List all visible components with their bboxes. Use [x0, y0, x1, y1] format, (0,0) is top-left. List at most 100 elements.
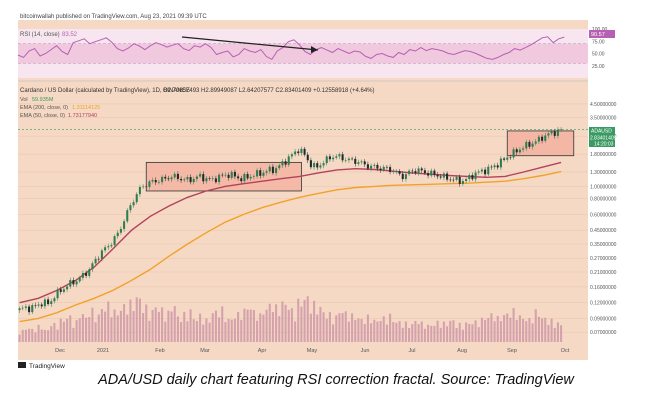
- candle-body: [306, 154, 309, 161]
- candle-body: [382, 166, 385, 170]
- volume-bar: [525, 321, 528, 342]
- volume-bar: [351, 313, 354, 342]
- volume-bar: [151, 310, 154, 342]
- candle-body: [53, 298, 56, 302]
- volume-bar: [148, 320, 151, 342]
- volume-bar: [275, 304, 278, 342]
- arrow-head-icon: [311, 46, 318, 53]
- volume-bar: [246, 309, 249, 342]
- volume-bar: [471, 324, 474, 342]
- candle-body: [480, 169, 483, 172]
- price-tick-label: 0.60000000: [590, 212, 617, 218]
- volume-bar: [107, 301, 110, 342]
- candle-body: [88, 269, 91, 276]
- volume-bar: [335, 315, 338, 342]
- candle-body: [287, 156, 290, 165]
- volume-bar: [50, 326, 53, 342]
- volume-bar: [484, 319, 487, 342]
- candle-body: [376, 164, 379, 169]
- volume-bar: [344, 311, 347, 342]
- volume-bar: [560, 325, 563, 342]
- volume-bar: [550, 318, 553, 342]
- volume-bar: [271, 312, 274, 342]
- candle-body: [119, 228, 122, 233]
- candle-body: [170, 177, 173, 180]
- candle-body: [240, 178, 243, 182]
- candle-body: [176, 173, 179, 179]
- candle-body: [474, 172, 477, 180]
- volume-bar: [24, 329, 27, 342]
- candle-body: [303, 148, 306, 155]
- volume-bar: [224, 322, 227, 342]
- candle-body: [233, 171, 236, 177]
- volume-bar: [357, 318, 360, 342]
- volume-bar: [21, 329, 24, 342]
- volume-bars: [18, 296, 563, 342]
- volume-bar: [126, 314, 129, 342]
- candle-body: [284, 161, 287, 165]
- price-tick-label: 0.27000000: [590, 256, 617, 262]
- candle-body: [449, 179, 452, 181]
- candle-body: [531, 143, 534, 147]
- candle-body: [338, 154, 341, 157]
- volume-bar: [455, 327, 458, 342]
- time-tick-label: Dec: [55, 348, 65, 354]
- candle-body: [161, 176, 164, 183]
- candle-body: [417, 168, 420, 174]
- candle-body: [271, 166, 274, 174]
- volume-bar: [56, 329, 59, 342]
- candle-body: [43, 299, 46, 307]
- price-tick-label: 1.30000000: [590, 170, 617, 176]
- volume-bar: [537, 316, 540, 342]
- vol-value: 59.935M: [32, 97, 54, 103]
- price-tick-label: 0.21000000: [590, 270, 617, 276]
- candle-body: [145, 186, 148, 188]
- candle-body: [126, 210, 129, 222]
- volume-bar: [240, 319, 243, 342]
- candle-body: [455, 176, 458, 180]
- candle-body: [309, 160, 312, 168]
- candle-body: [395, 171, 398, 172]
- candle-body: [446, 173, 449, 180]
- volume-bar: [436, 320, 439, 342]
- volume-bar: [62, 321, 65, 342]
- rsi-tick-label: 75.00: [592, 39, 605, 45]
- volume-bar: [414, 320, 417, 342]
- volume-bar: [170, 311, 173, 342]
- time-badge-text: 14:20:03: [594, 142, 614, 148]
- volume-bar: [509, 317, 512, 342]
- time-tick-label: 2021: [97, 348, 109, 354]
- volume-bar: [474, 320, 477, 342]
- volume-bar: [173, 305, 176, 342]
- price-tick-label: 0.35000000: [590, 242, 617, 248]
- volume-bar: [553, 327, 556, 342]
- volume-bar: [503, 315, 506, 342]
- volume-bar: [278, 316, 281, 342]
- candle-body: [408, 170, 411, 175]
- candle-body: [37, 304, 40, 306]
- candle-body: [458, 176, 461, 184]
- volume-bar: [515, 320, 518, 342]
- volume-bar: [306, 296, 309, 342]
- volume-bar: [496, 315, 499, 342]
- rsi-tick-label: 25.00: [592, 64, 605, 70]
- volume-bar: [116, 315, 119, 342]
- price-grid: [18, 103, 588, 333]
- volume-bar: [218, 317, 221, 342]
- volume-bar: [129, 299, 132, 342]
- volume-bar: [221, 306, 224, 342]
- volume-bar: [544, 317, 547, 342]
- candle-body: [180, 178, 183, 181]
- candle-body: [138, 187, 141, 195]
- candle-body: [436, 174, 439, 177]
- candle-body: [47, 299, 50, 305]
- candle-body: [208, 178, 211, 179]
- candle-body: [528, 141, 531, 147]
- candle-body: [328, 156, 331, 160]
- candle-body: [351, 158, 354, 160]
- volume-bar: [506, 313, 509, 342]
- candle-body: [202, 174, 205, 182]
- candle-body: [392, 171, 395, 173]
- volume-bar: [531, 323, 534, 342]
- time-tick-label: Aug: [457, 348, 467, 354]
